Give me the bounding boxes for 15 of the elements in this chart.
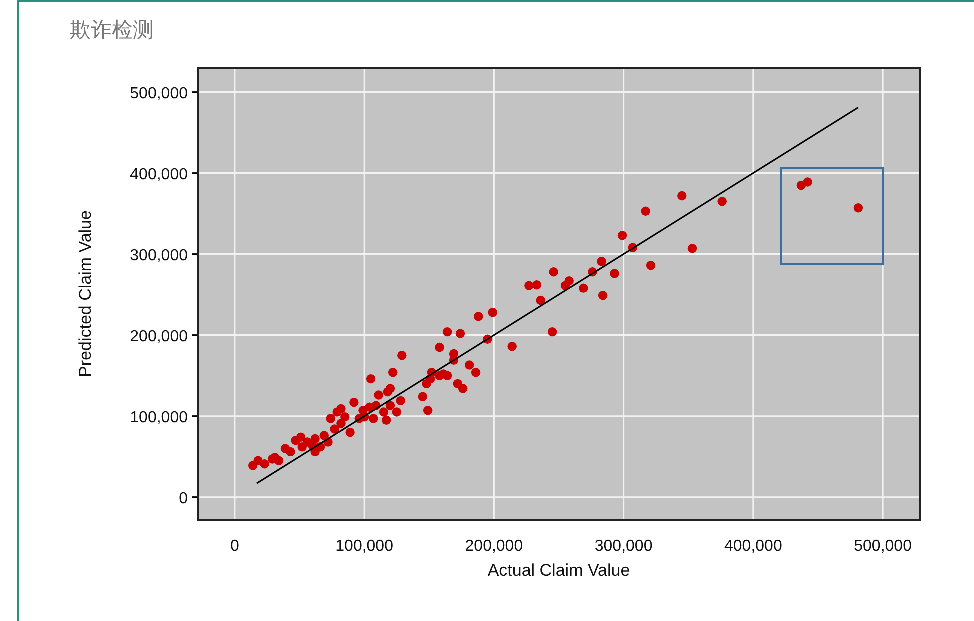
x-tick-label: 500,000 (854, 538, 912, 555)
y-tick-label: 100,000 (130, 409, 188, 426)
y-tick-label: 300,000 (130, 247, 188, 264)
x-tick-label: 200,000 (465, 538, 524, 555)
x-tick-label: 400,000 (724, 538, 782, 555)
y-tick-label: 0 (179, 490, 188, 508)
x-axis-title: Actual Claim Value (488, 561, 630, 580)
y-tick-label: 500,000 (130, 85, 188, 102)
y-axis-title: Predicted Claim Value (76, 210, 95, 378)
y-tick-label: 400,000 (130, 166, 188, 184)
x-tick-label: 300,000 (594, 538, 653, 555)
x-tick-label: 100,000 (336, 538, 394, 555)
y-tick-label: 200,000 (130, 328, 188, 346)
x-tick-label: 0 (230, 538, 240, 555)
chart-title: 欺诈检测 (70, 19, 154, 42)
